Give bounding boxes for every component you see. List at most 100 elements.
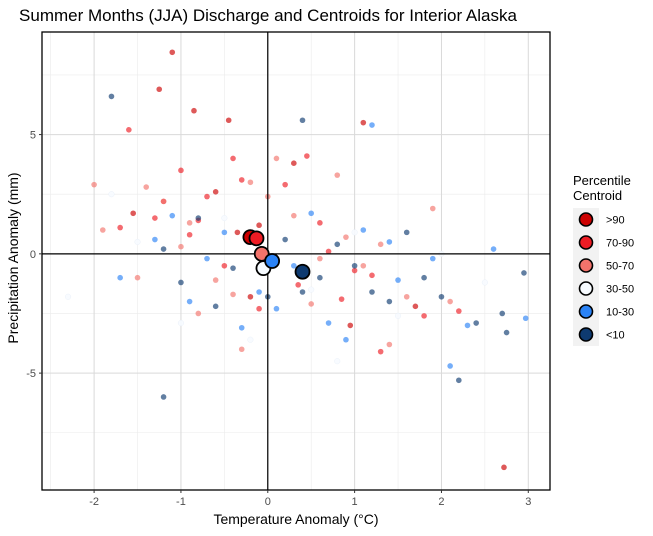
data-point — [126, 127, 132, 133]
data-point — [143, 184, 150, 190]
data-point — [91, 181, 97, 188]
legend-label: 10-30 — [606, 307, 634, 319]
data-point — [395, 277, 401, 283]
data-point — [386, 341, 393, 348]
x-tick-label: 2 — [438, 496, 444, 508]
data-point — [503, 329, 510, 336]
data-point — [178, 243, 184, 250]
data-point — [386, 239, 393, 245]
data-point — [204, 255, 210, 262]
data-point — [256, 305, 262, 312]
data-point — [429, 205, 436, 212]
data-point — [178, 279, 184, 286]
data-point — [247, 293, 254, 300]
data-point — [156, 86, 163, 93]
data-point — [317, 220, 323, 226]
data-point — [291, 212, 297, 219]
data-point — [291, 160, 297, 166]
data-point — [169, 49, 176, 56]
legend-label: >90 — [606, 215, 625, 227]
data-point — [177, 320, 184, 327]
data-point — [351, 262, 358, 269]
data-point — [204, 193, 210, 200]
data-point — [134, 274, 141, 281]
data-point — [351, 267, 358, 274]
data-point — [369, 272, 375, 279]
data-point — [421, 313, 427, 319]
data-point — [186, 231, 193, 238]
data-point — [369, 289, 375, 295]
legend-label: 30-50 — [606, 284, 634, 296]
data-point — [273, 155, 280, 162]
data-point — [403, 229, 410, 236]
x-tick-label: 1 — [352, 496, 358, 508]
legend-key — [578, 281, 594, 296]
data-point — [247, 179, 254, 186]
data-point — [501, 464, 507, 471]
data-point — [347, 322, 354, 329]
centroid-marker — [294, 263, 311, 280]
data-point — [490, 246, 497, 252]
data-point — [325, 320, 332, 326]
data-point — [351, 229, 358, 236]
data-point — [247, 336, 254, 343]
legend-label: <10 — [606, 330, 625, 342]
legend-label: 50-70 — [606, 261, 634, 273]
legend-title: Centroid — [573, 188, 622, 203]
data-point — [447, 298, 453, 305]
data-point — [221, 229, 228, 236]
data-point — [334, 358, 341, 365]
legend-key — [578, 304, 594, 319]
legend-key — [578, 258, 594, 273]
legend-label: 70-90 — [606, 238, 634, 250]
legend-key — [578, 212, 594, 227]
data-point — [212, 189, 219, 195]
data-point — [377, 348, 384, 355]
data-point — [308, 286, 315, 293]
data-point — [334, 241, 341, 248]
centroid-marker — [248, 230, 265, 247]
data-point — [225, 117, 232, 124]
chart-title: Summer Months (JJA) Discharge and Centro… — [19, 6, 517, 25]
x-tick-label: -2 — [89, 496, 99, 508]
data-point — [230, 291, 236, 298]
legend-key — [578, 235, 594, 250]
data-point — [325, 248, 332, 255]
data-point — [447, 363, 453, 369]
data-point — [429, 255, 436, 262]
data-point — [317, 274, 323, 281]
data-point — [256, 222, 262, 229]
data-point — [117, 224, 123, 231]
data-point — [360, 227, 367, 233]
data-point — [238, 346, 245, 353]
data-point — [230, 265, 236, 271]
data-point — [386, 298, 393, 305]
data-point — [186, 220, 193, 226]
data-point — [212, 277, 219, 283]
data-point — [117, 274, 123, 281]
data-point — [152, 215, 158, 221]
data-point — [291, 262, 297, 269]
data-point — [221, 215, 228, 222]
data-point — [456, 308, 462, 314]
data-point — [178, 167, 184, 174]
data-point — [130, 210, 136, 217]
data-point — [369, 122, 375, 128]
data-point — [212, 303, 219, 310]
plot-panel: -2 -1 0 1 2 3 -5 0 5 — [26, 31, 551, 508]
plot-border — [41, 31, 551, 491]
data-point — [195, 310, 202, 317]
data-point — [65, 293, 72, 300]
data-point — [221, 262, 228, 269]
data-point — [343, 234, 349, 240]
x-tick-label: 0 — [265, 496, 271, 508]
data-point — [395, 312, 402, 319]
data-point — [499, 310, 506, 317]
legend-key — [578, 327, 594, 342]
data-point — [238, 324, 245, 331]
data-point — [360, 262, 367, 269]
data-point — [338, 296, 345, 302]
data-point — [195, 215, 202, 221]
